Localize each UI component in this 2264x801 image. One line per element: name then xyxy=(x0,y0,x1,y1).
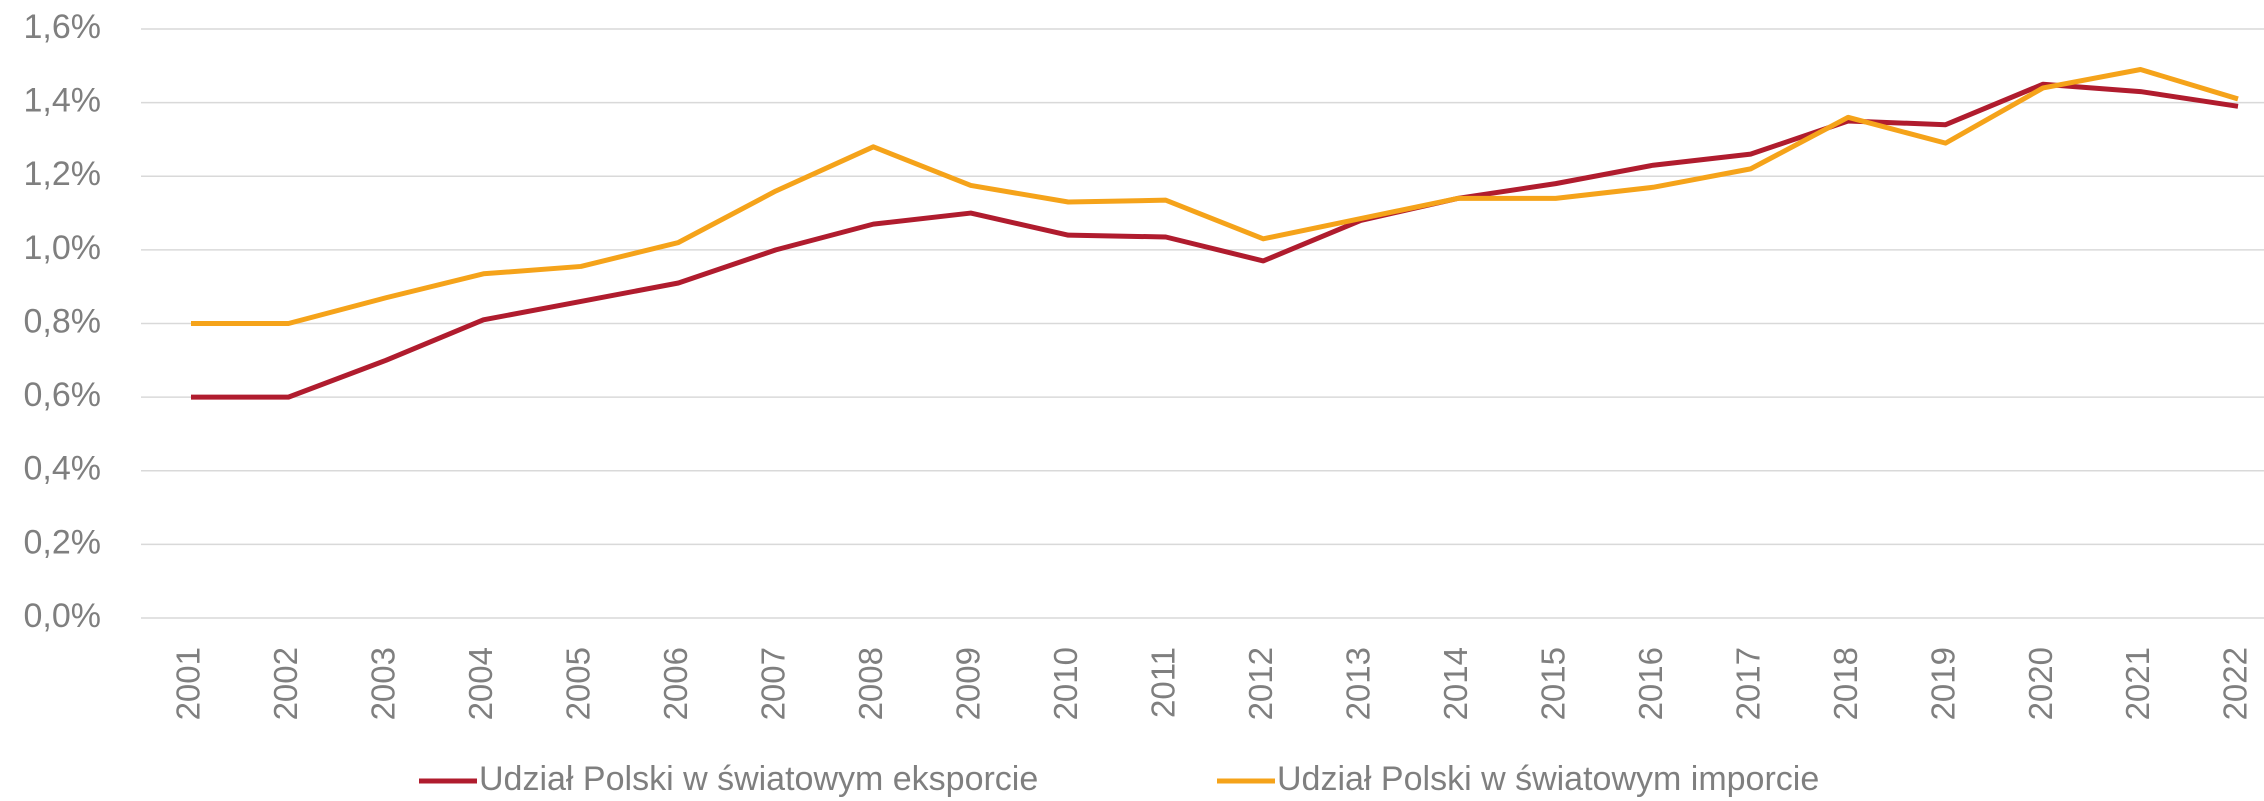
x-tick-label: 2019 xyxy=(1924,647,1961,720)
series-line xyxy=(191,66,2239,326)
y-tick-label: 1,0% xyxy=(24,229,102,267)
x-tick-label: 2004 xyxy=(462,647,499,720)
legend-label: Udział Polski w światowym eksporcie xyxy=(479,760,1038,798)
x-tick-label: 2008 xyxy=(852,647,889,720)
y-tick-label: 0,8% xyxy=(24,302,102,340)
x-tick-label: 2014 xyxy=(1437,647,1474,720)
x-tick-label: 2022 xyxy=(2217,647,2254,720)
x-tick-label: 2002 xyxy=(267,647,304,720)
x-tick-label: 2009 xyxy=(950,647,987,720)
y-tick-label: 0,6% xyxy=(24,376,102,414)
y-tick-label: 1,4% xyxy=(24,82,102,120)
x-tick-label: 2006 xyxy=(657,647,694,720)
x-tick-label: 2013 xyxy=(1339,647,1376,720)
series-line xyxy=(191,81,2239,400)
x-tick-label: 2021 xyxy=(2119,647,2156,720)
x-tick-label: 2012 xyxy=(1242,647,1279,720)
x-tick-label: 2011 xyxy=(1144,647,1181,718)
legend-label: Udział Polski w światowym imporcie xyxy=(1277,760,1819,798)
x-tick-label: 2001 xyxy=(170,647,207,720)
y-tick-label: 0,4% xyxy=(24,450,102,488)
x-tick-label: 2005 xyxy=(560,647,597,720)
x-tick-label: 2017 xyxy=(1729,647,1766,720)
x-tick-label: 2018 xyxy=(1827,647,1864,720)
x-tick-label: 2010 xyxy=(1047,647,1084,720)
y-tick-label: 1,2% xyxy=(24,155,102,193)
y-tick-label: 0,0% xyxy=(24,597,102,635)
y-tick-label: 0,2% xyxy=(24,523,102,561)
y-tick-label: 1,6% xyxy=(24,8,102,46)
x-tick-label: 2020 xyxy=(2022,647,2059,720)
x-tick-label: 2003 xyxy=(365,647,402,720)
x-tick-label: 2016 xyxy=(1632,647,1669,720)
x-tick-label: 2007 xyxy=(755,647,792,720)
x-tick-label: 2015 xyxy=(1534,647,1571,720)
